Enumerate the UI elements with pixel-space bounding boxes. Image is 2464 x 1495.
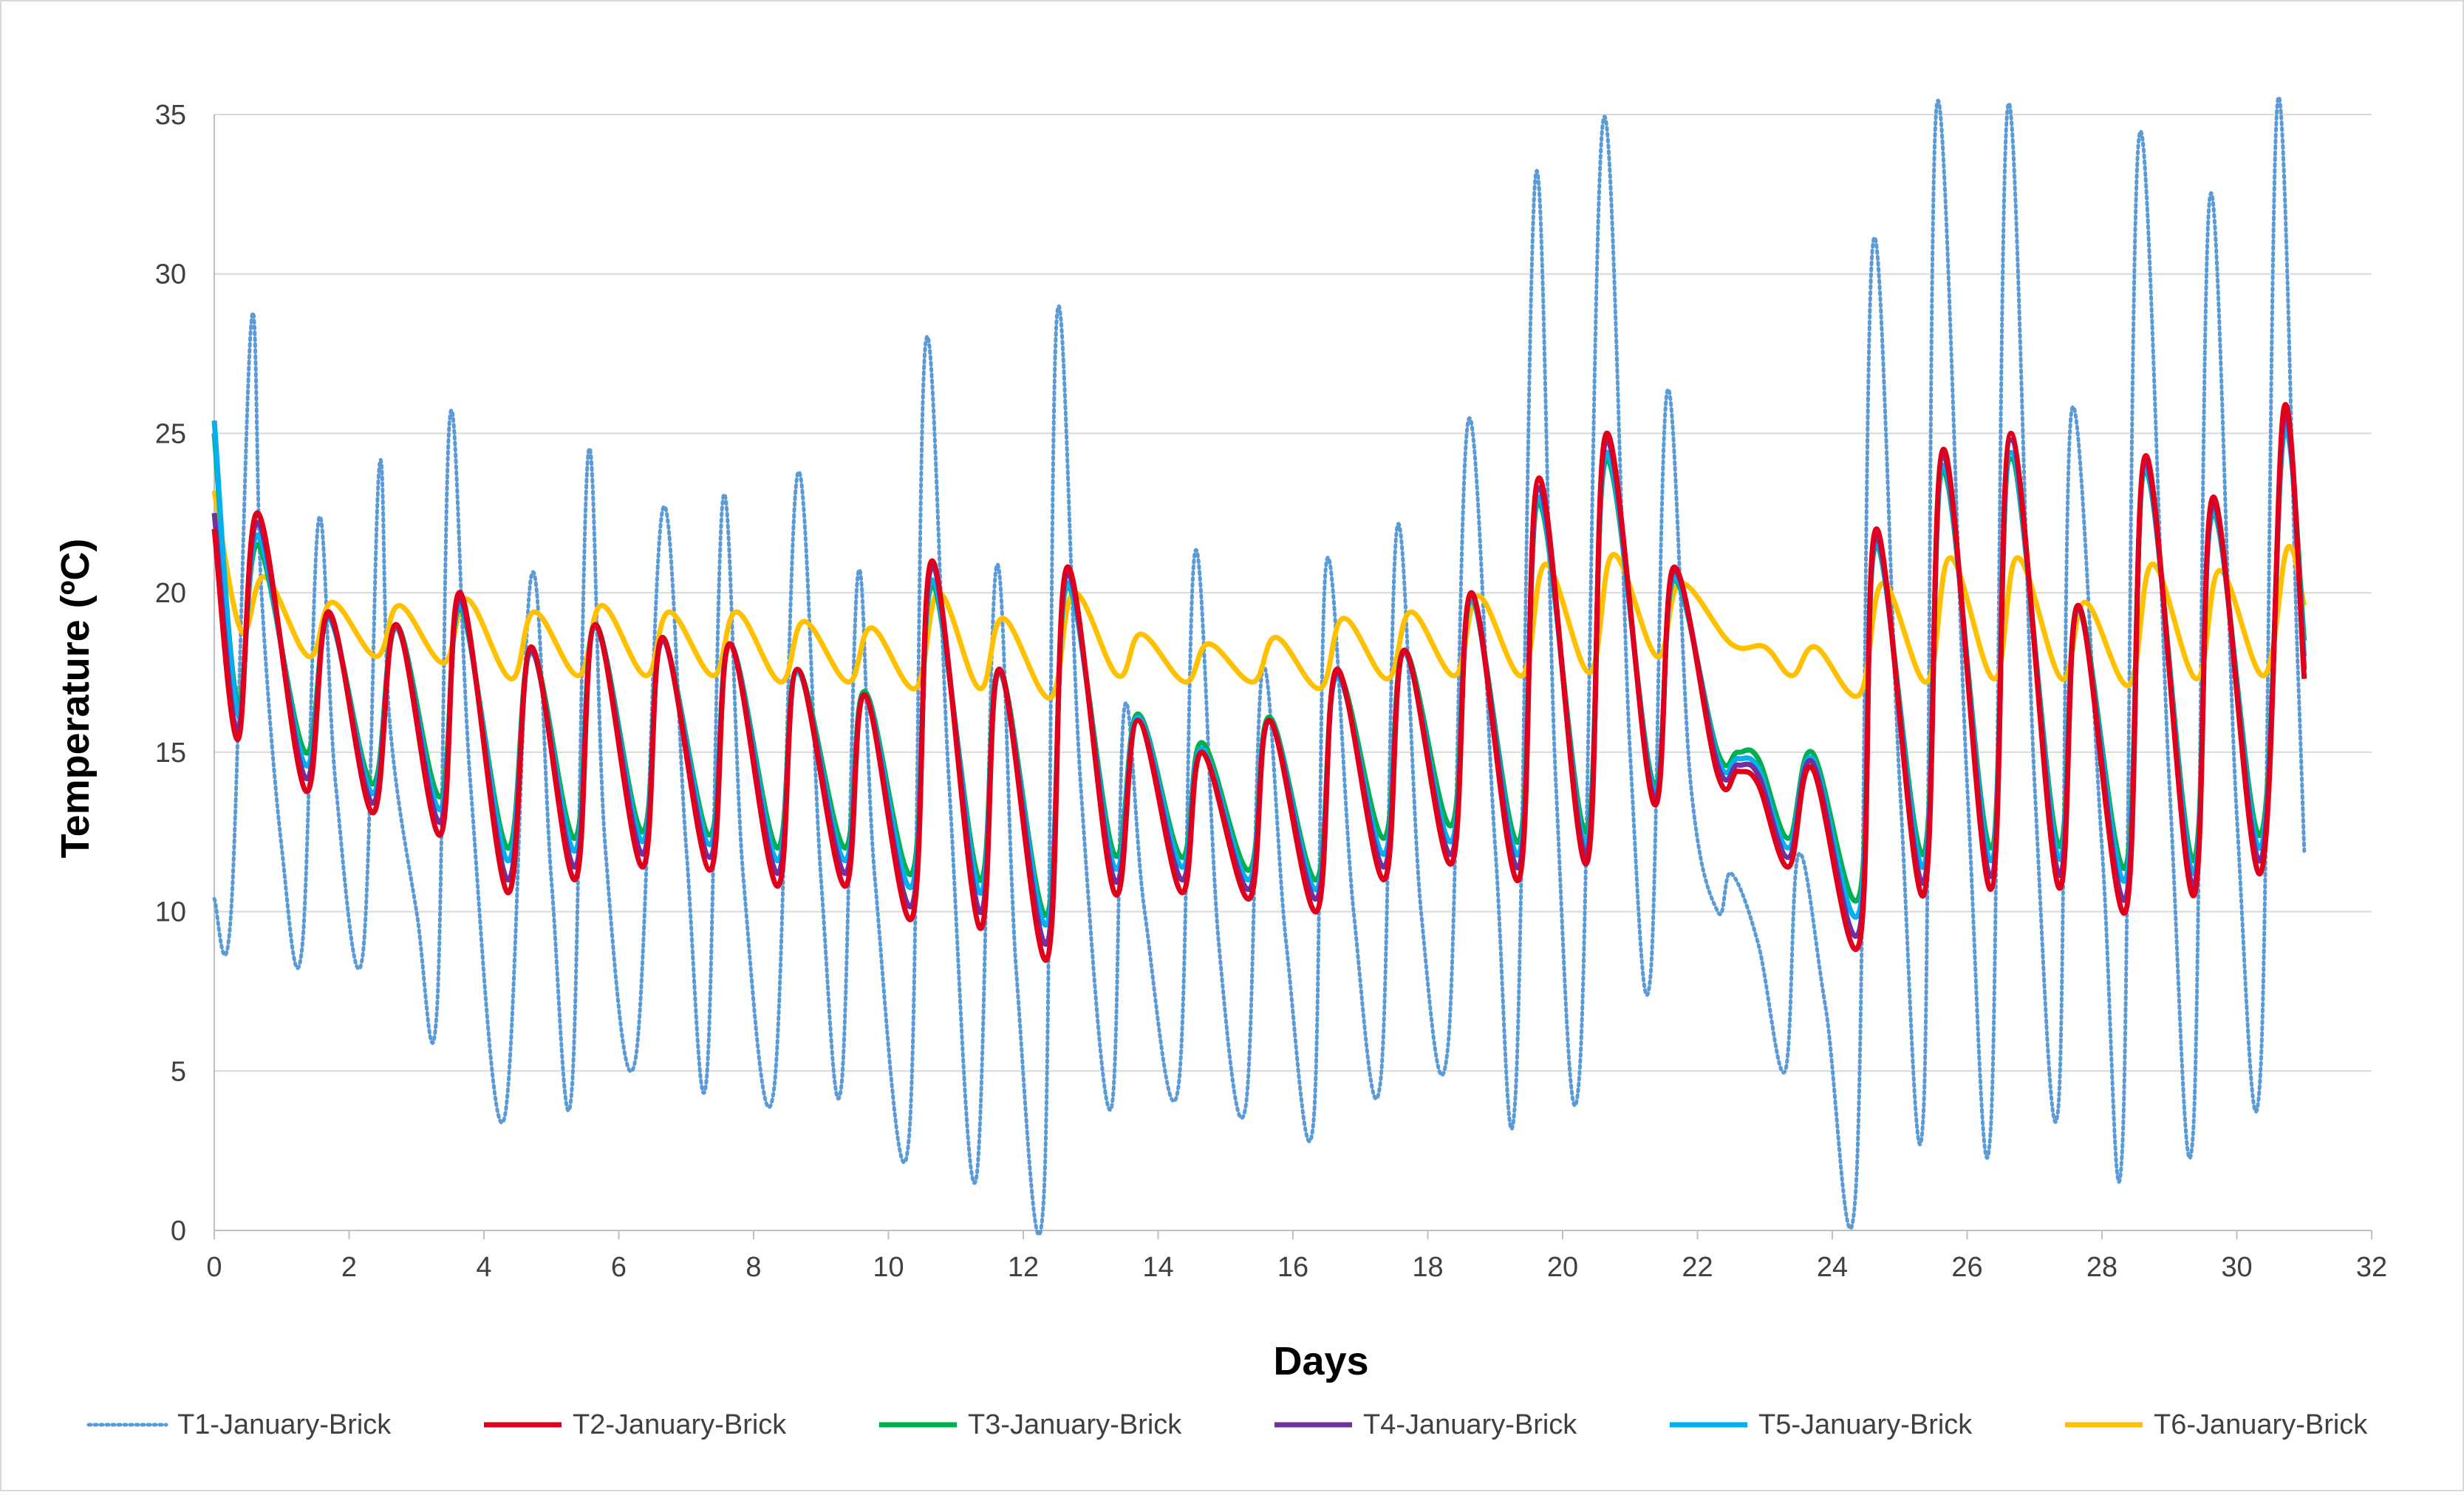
legend: T1-January-Brick T2-January-Brick T3-Janua… [86, 1409, 2368, 1440]
x-tick-label: 16 [1277, 1252, 1308, 1283]
x-tick-label: 28 [2086, 1252, 2117, 1283]
legend-label: T3-January-Brick [968, 1409, 1182, 1440]
x-tick-label: 14 [1142, 1252, 1173, 1283]
x-tick-label: 24 [1817, 1252, 1848, 1283]
y-axis-title: Temperature (ºC) [53, 539, 98, 859]
y-tick-label: 5 [171, 1056, 186, 1087]
axes [214, 115, 2372, 1239]
x-tick-label: 10 [873, 1252, 904, 1283]
x-tick-label: 6 [611, 1252, 627, 1283]
series-lines [211, 95, 2307, 1237]
y-tick-label: 20 [155, 578, 186, 609]
series-line-t6-january-brick [211, 490, 2307, 701]
y-tick-label: 35 [155, 100, 186, 131]
y-tick-label: 10 [155, 897, 186, 928]
x-tick-label: 4 [476, 1252, 491, 1283]
x-tick-label: 12 [1008, 1252, 1039, 1283]
x-tick-label: 2 [341, 1252, 357, 1283]
legend-label: T6-January-Brick [2154, 1409, 2368, 1440]
legend-label: T4-January-Brick [1363, 1409, 1577, 1440]
series-line-t2-january-brick [211, 402, 2307, 963]
x-tick-label: 32 [2356, 1252, 2387, 1283]
legend-label: T2-January-Brick [573, 1409, 787, 1440]
legend-label: T5-January-Brick [1758, 1409, 1973, 1440]
y-tick-label: 0 [171, 1216, 186, 1247]
x-tick-label: 8 [745, 1252, 761, 1283]
x-tick-label: 20 [1547, 1252, 1578, 1283]
y-tick-label: 15 [155, 738, 186, 769]
y-tick-label: 30 [155, 259, 186, 290]
series-line-t1-january-brick [212, 95, 2307, 1237]
legend-label: T1-January-Brick [177, 1409, 392, 1440]
y-tick-label: 25 [155, 418, 186, 449]
x-axis-title: Days [1273, 1339, 1368, 1383]
x-tick-label: 18 [1412, 1252, 1443, 1283]
x-tick-label: 0 [206, 1252, 222, 1283]
x-tick-label: 22 [1682, 1252, 1713, 1283]
x-tick-label: 26 [1951, 1252, 1982, 1283]
x-tick-label: 30 [2221, 1252, 2252, 1283]
